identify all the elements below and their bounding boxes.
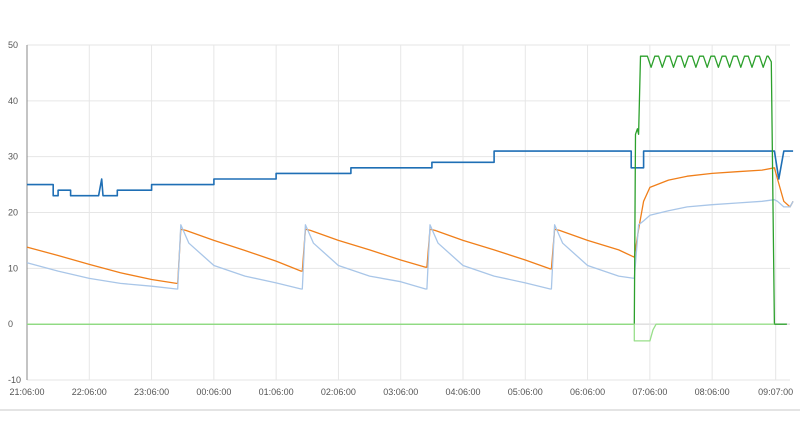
series-line-2: [26, 167, 794, 285]
series-line-3: [26, 199, 794, 290]
x-tick-label: 05:06:00: [508, 387, 543, 397]
y-tick-label: 10: [8, 263, 18, 273]
x-tick-label: 02:06:00: [321, 387, 356, 397]
x-tick-label: 07:06:00: [632, 387, 667, 397]
x-tick-label: 22:06:00: [72, 387, 107, 397]
series-line-1: [27, 150, 794, 197]
series-line-4: [27, 55, 787, 325]
series-line-5: [27, 323, 775, 342]
x-tick-label: 09:07:00: [758, 387, 793, 397]
x-tick-label: 04:06:00: [445, 387, 480, 397]
x-tick-label: 21:06:00: [9, 387, 44, 397]
y-tick-label: 20: [8, 208, 18, 218]
x-tick-label: 01:06:00: [259, 387, 294, 397]
y-tick-label: -10: [8, 375, 21, 385]
x-tick-label: 23:06:00: [134, 387, 169, 397]
x-tick-label: 08:06:00: [695, 387, 730, 397]
y-tick-label: 30: [8, 152, 18, 162]
y-tick-label: 50: [8, 40, 18, 50]
y-tick-label: 40: [8, 96, 18, 106]
x-tick-label: 06:06:00: [570, 387, 605, 397]
x-tick-label: 03:06:00: [383, 387, 418, 397]
x-tick-label: 00:06:00: [196, 387, 231, 397]
axis-layer: 50 40 30 20 10 0 -10 21:06:00 22:06:00 23:06:00 00…: [8, 40, 793, 397]
series-layer: [26, 55, 794, 342]
grid-layer: [26, 44, 790, 381]
y-tick-label: 0: [8, 319, 13, 329]
